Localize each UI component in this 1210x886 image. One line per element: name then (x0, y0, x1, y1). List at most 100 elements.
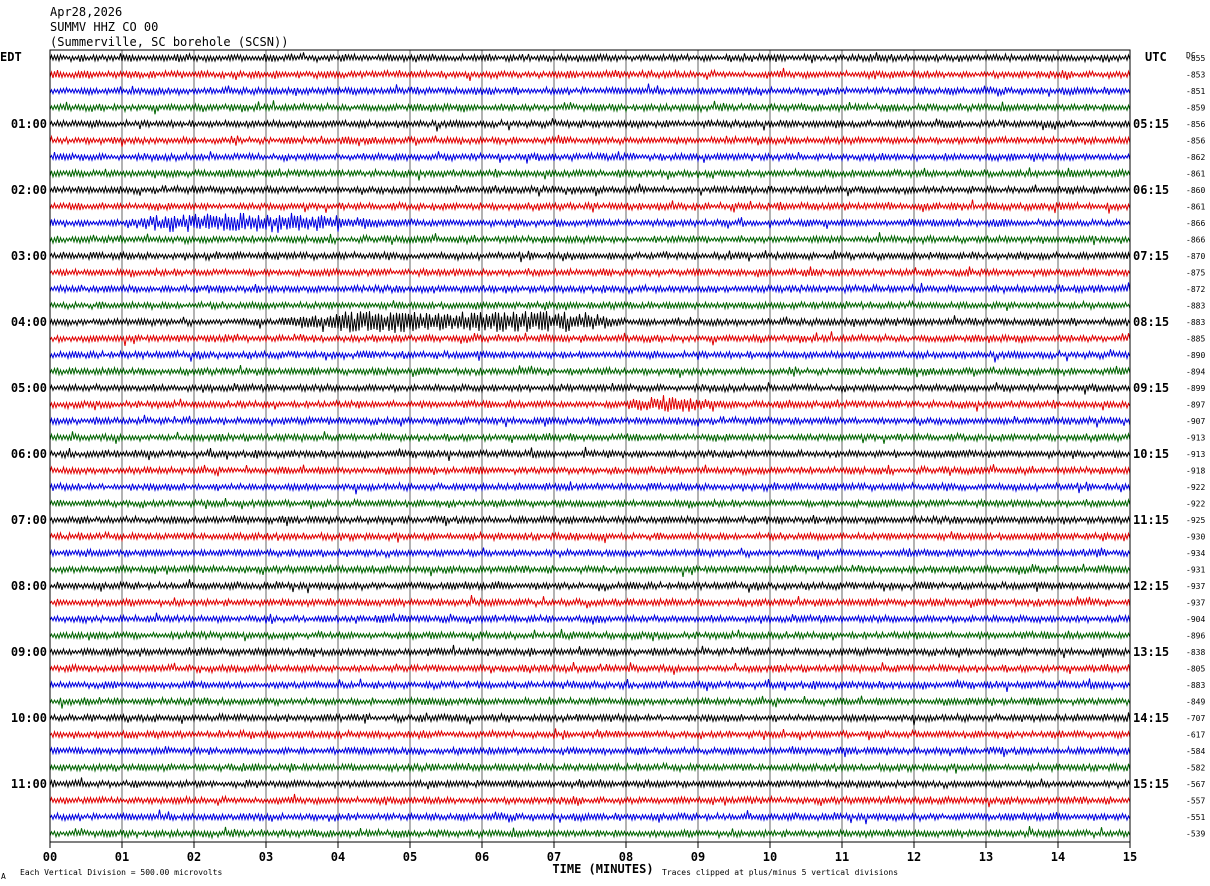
dc-offset-label: -883 (1186, 302, 1205, 311)
seismic-trace (49, 331, 1131, 346)
seismic-trace (49, 644, 1131, 659)
utc-hour-label: 07:15 (1133, 249, 1169, 263)
edt-hour-label: 11:00 (11, 777, 47, 791)
seismic-trace (49, 628, 1131, 642)
dc-offset-label: -872 (1186, 285, 1205, 294)
dc-offset-label: -551 (1186, 813, 1205, 822)
seismic-trace (49, 745, 1131, 758)
seismic-trace (49, 579, 1131, 594)
seismic-trace (49, 100, 1131, 115)
dc-offset-label: -885 (1186, 335, 1205, 344)
dc-offset-label: -931 (1186, 566, 1205, 575)
dc-offset-label: -539 (1186, 830, 1205, 839)
utc-hour-label: 12:15 (1133, 579, 1169, 593)
dc-offset-label: -856 (1186, 120, 1205, 129)
seismic-trace (49, 395, 1131, 412)
seismic-trace (49, 777, 1131, 791)
scale-note: Each Vertical Division = 500.00 microvol… (20, 868, 222, 877)
seismic-trace (49, 678, 1131, 692)
x-tick-label: 04 (331, 850, 345, 864)
edt-hour-label: 10:00 (11, 711, 47, 725)
seismic-trace (49, 826, 1131, 840)
utc-hour-label: 08:15 (1133, 315, 1169, 329)
dc-offset-label: -870 (1186, 252, 1205, 261)
seismic-trace (49, 118, 1131, 132)
x-tick-label: 01 (115, 850, 129, 864)
dc-offset-label: -866 (1186, 236, 1205, 245)
axis-labels: 00 01 02 03 04 05 06 07 08 09 10 11 12 13 14 15 01:00 05:… (11, 54, 1206, 864)
x-tick-label: 07 (547, 850, 561, 864)
seismic-trace (49, 711, 1131, 726)
seismic-trace (49, 311, 1131, 333)
dc-offset-label: -875 (1186, 269, 1205, 278)
x-tick-label: 10 (763, 850, 777, 864)
x-tick-label: 06 (475, 850, 489, 864)
dc-offset-label: -883 (1186, 681, 1205, 690)
seismic-trace (49, 250, 1131, 263)
seismic-trace (49, 266, 1131, 279)
utc-hour-label: 13:15 (1133, 645, 1169, 659)
header-location: (Summerville, SC borehole (SCSN)) (50, 35, 288, 49)
utc-hour-label: 15:15 (1133, 777, 1169, 791)
seismic-trace (49, 212, 1131, 233)
x-tick-label: 05 (403, 850, 417, 864)
seismic-trace (49, 497, 1131, 510)
utc-hour-label: 10:15 (1133, 447, 1169, 461)
dc-offset-label: -937 (1186, 582, 1205, 591)
dc-offset-label: -890 (1186, 351, 1205, 360)
utc-hour-label: 09:15 (1133, 381, 1169, 395)
seismic-trace (49, 232, 1131, 246)
x-tick-label: 03 (259, 850, 273, 864)
dc-offset-label: -930 (1186, 533, 1205, 542)
x-tick-label: 00 (43, 850, 57, 864)
corner-mark: A (1, 872, 6, 881)
edt-hour-label: 09:00 (11, 645, 47, 659)
seismic-trace (49, 612, 1131, 625)
dc-offset-label: -838 (1186, 648, 1205, 657)
seismic-trace (49, 662, 1131, 675)
dc-offset-label: -934 (1186, 549, 1205, 558)
edt-hour-label: 03:00 (11, 249, 47, 263)
seismic-trace (49, 809, 1131, 825)
seismic-trace (49, 514, 1131, 527)
seismic-trace (49, 530, 1131, 544)
utc-hour-label: 06:15 (1133, 183, 1169, 197)
utc-hour-label: 05:15 (1133, 117, 1169, 131)
edt-hour-label: 01:00 (11, 117, 47, 131)
edt-hour-label: 02:00 (11, 183, 47, 197)
seismic-trace (49, 348, 1131, 363)
seismic-trace (49, 414, 1131, 428)
edt-hour-label: 05:00 (11, 381, 47, 395)
dc-offset-label: -866 (1186, 219, 1205, 228)
left-axis-title: EDT (0, 50, 22, 64)
edt-hour-label: 08:00 (11, 579, 47, 593)
edt-hour-label: 04:00 (11, 315, 47, 329)
dc-offset-label: -861 (1186, 203, 1205, 212)
seismic-trace (49, 563, 1131, 577)
dc-offset-label: -851 (1186, 87, 1205, 96)
dc-offset-label: -922 (1186, 483, 1205, 492)
dc-offset-label: -582 (1186, 764, 1205, 773)
header-station: SUMMV HHZ CO 00 (50, 20, 158, 34)
x-tick-label: 09 (691, 850, 705, 864)
seismic-trace (49, 134, 1131, 147)
x-tick-label: 02 (187, 850, 201, 864)
dc-offset-label: -856 (1186, 137, 1205, 146)
dc-offset-label: -855 (1186, 54, 1205, 63)
x-axis-title: TIME (MINUTES) (552, 862, 653, 876)
seismic-trace (49, 365, 1131, 378)
x-tick-label: 08 (619, 850, 633, 864)
time-grid (49, 50, 1131, 848)
utc-hour-label: 14:15 (1133, 711, 1169, 725)
trace-group (49, 52, 1131, 840)
right-axis-title: UTC (1145, 50, 1167, 64)
dc-offset-label: -899 (1186, 384, 1205, 393)
dc-offset-label: -859 (1186, 104, 1205, 113)
seismic-trace (49, 52, 1131, 64)
dc-offset-label: -922 (1186, 500, 1205, 509)
seismic-trace (49, 282, 1131, 296)
seismic-trace (49, 167, 1131, 181)
seismic-trace (49, 464, 1131, 477)
seismic-trace (49, 547, 1131, 560)
